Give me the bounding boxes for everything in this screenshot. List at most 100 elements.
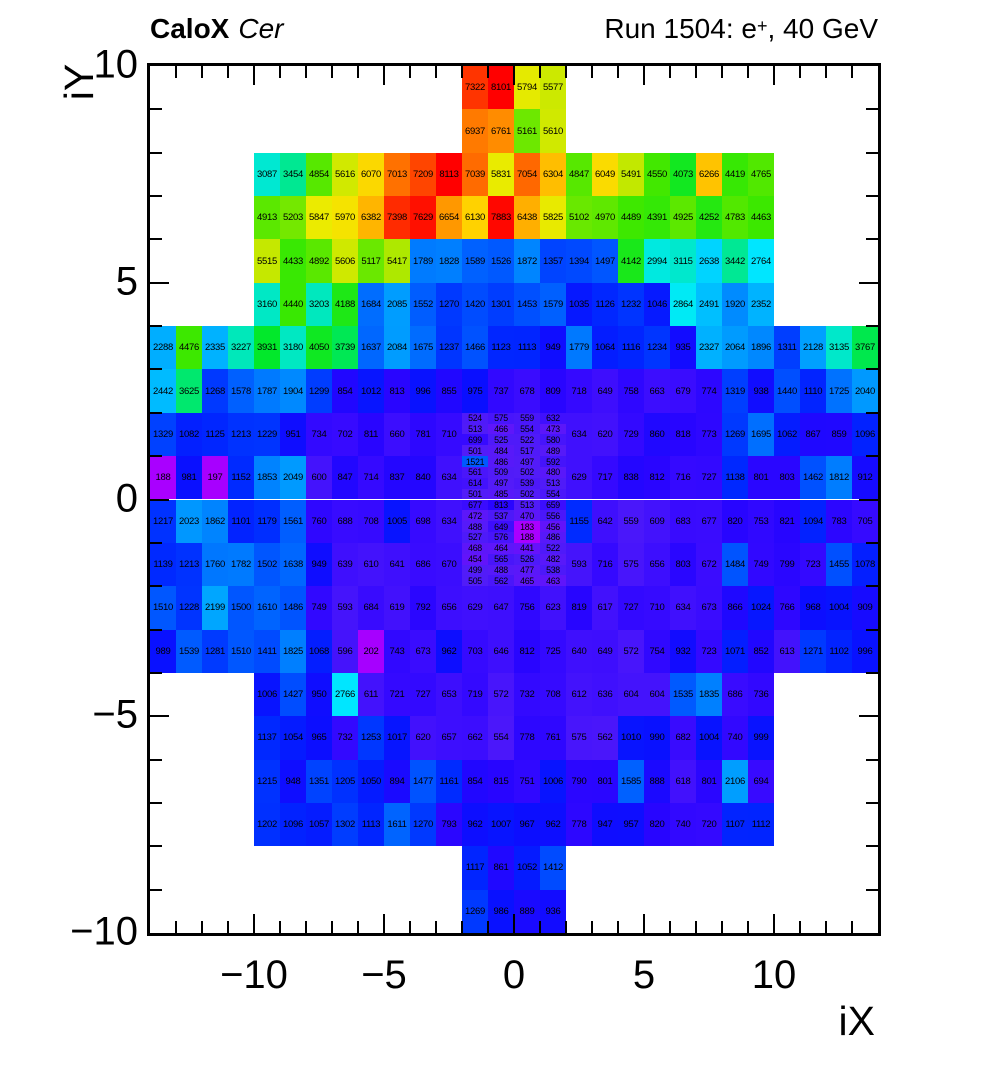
heatmap-cell: 559 — [514, 412, 540, 424]
heatmap-cell: 480 — [540, 466, 566, 478]
heatmap-cell: 2442 — [150, 369, 176, 413]
axis-tick — [851, 921, 853, 933]
heatmap-cell: 909 — [852, 586, 878, 630]
y-tick-label: 10 — [93, 42, 139, 87]
heatmap-cell: 629 — [462, 586, 488, 630]
heatmap-cell: 684 — [358, 586, 384, 630]
heatmap-cell: 572 — [618, 629, 644, 673]
heatmap-cell: 1812 — [826, 456, 852, 500]
heatmap-cell: 7054 — [514, 152, 540, 197]
heatmap-cell: 774 — [696, 369, 722, 413]
heatmap-cell: 527 — [462, 532, 488, 543]
heatmap-cell: 932 — [670, 629, 696, 673]
heatmap-cell: 1215 — [254, 759, 280, 803]
heatmap-cell: 1137 — [254, 716, 280, 760]
heatmap-cell: 649 — [488, 521, 514, 532]
heatmap-cell: 1394 — [566, 239, 592, 283]
heatmap-cell: 4463 — [748, 196, 774, 240]
heatmap-cell: 1329 — [150, 412, 176, 457]
heatmap-cell: 725 — [540, 629, 566, 673]
heatmap-cell: 718 — [566, 369, 592, 413]
heatmap-cell: 736 — [748, 672, 774, 717]
heatmap-cell: 4913 — [254, 196, 280, 240]
axis-tick — [866, 758, 878, 761]
heatmap-cell: 593 — [566, 542, 592, 587]
heatmap-cell: 5606 — [332, 239, 358, 283]
heatmap-cell: 716 — [592, 542, 618, 587]
axis-tick — [279, 921, 281, 933]
axis-tick — [461, 921, 463, 933]
heatmap-cell: 801 — [748, 456, 774, 500]
heatmap-cell: 699 — [462, 434, 488, 446]
heatmap-cell: 6266 — [696, 152, 722, 197]
heatmap-cell: 4847 — [566, 152, 592, 197]
heatmap-cell: 737 — [488, 369, 514, 413]
heatmap-cell: 949 — [306, 542, 332, 587]
axis-tick — [859, 715, 878, 718]
heatmap-cell: 723 — [696, 629, 722, 673]
heatmap-cell: 8101 — [488, 66, 514, 110]
heatmap-cell: 4970 — [592, 196, 618, 240]
heatmap-cell: 1521 — [462, 456, 488, 467]
heatmap-cell: 714 — [358, 456, 384, 500]
heatmap-cell: 948 — [280, 759, 306, 803]
heatmap-cell: 854 — [332, 369, 358, 413]
heatmap-cell: 562 — [592, 716, 618, 760]
heatmap-cell: 1828 — [436, 239, 462, 283]
heatmap-cell: 727 — [410, 672, 436, 717]
heatmap-cell: 634 — [670, 586, 696, 630]
axis-tick — [866, 845, 878, 848]
heatmap-cell: 2049 — [280, 456, 306, 500]
heatmap-cell: 554 — [540, 488, 566, 500]
axis-tick — [150, 368, 162, 371]
y-tick-label: 0 — [115, 476, 138, 521]
axis-tick — [866, 108, 878, 111]
heatmap-cell: 1539 — [176, 629, 202, 673]
heatmap-cell: 656 — [644, 542, 670, 587]
heatmap-cell: 1161 — [436, 759, 462, 803]
heatmap-cell: 749 — [748, 542, 774, 587]
heatmap-cell: 4489 — [618, 196, 644, 240]
heatmap-cell: 968 — [800, 586, 826, 630]
heatmap-cell: 729 — [618, 412, 644, 457]
heatmap-cell: 677 — [696, 499, 722, 543]
heatmap-cell: 554 — [514, 423, 540, 435]
heatmap-cell: 1139 — [150, 542, 176, 587]
heatmap-cell: 719 — [462, 672, 488, 717]
heatmap-cell: 539 — [514, 477, 540, 489]
heatmap-cell: 1152 — [228, 456, 254, 500]
heatmap-cell: 660 — [384, 412, 410, 457]
axis-tick — [565, 921, 567, 933]
heatmap-cell: 1825 — [280, 629, 306, 673]
heatmap-cell: 522 — [540, 542, 566, 554]
heatmap-cell: 636 — [592, 672, 618, 717]
axis-tick — [866, 888, 878, 891]
heatmap-cell: 686 — [410, 542, 436, 587]
heatmap-cell: 801 — [592, 759, 618, 803]
heatmap-cell: 1695 — [748, 412, 774, 457]
heatmap-cell: 575 — [566, 716, 592, 760]
heatmap-cell: 1782 — [228, 542, 254, 587]
heatmap-cell: 1319 — [722, 369, 748, 413]
axis-tick — [539, 66, 541, 78]
heatmap-cell: 1270 — [410, 802, 436, 847]
heatmap-cell: 1779 — [566, 326, 592, 370]
heatmap-cell: 751 — [514, 759, 540, 803]
heatmap-cell: 1637 — [358, 326, 384, 370]
axis-tick — [591, 921, 593, 933]
heatmap-cell: 1486 — [280, 586, 306, 630]
heatmap-cell: 811 — [358, 412, 384, 457]
heatmap-cell: 6937 — [462, 109, 488, 153]
heatmap-cell: 1253 — [358, 716, 384, 760]
heatmap-cell: 1213 — [228, 412, 254, 457]
heatmap-cell: 673 — [410, 629, 436, 673]
heatmap-cell: 1497 — [592, 239, 618, 283]
heatmap-cell: 1357 — [540, 239, 566, 283]
heatmap-cell: 1102 — [826, 629, 852, 673]
heatmap-cell: 1007 — [488, 802, 514, 847]
heatmap-cell: 1412 — [540, 846, 566, 890]
heatmap-cell: 710 — [644, 586, 670, 630]
heatmap-cell: 1552 — [410, 282, 436, 327]
heatmap-cell: 1835 — [696, 672, 722, 717]
heatmap-cell: 935 — [670, 326, 696, 370]
